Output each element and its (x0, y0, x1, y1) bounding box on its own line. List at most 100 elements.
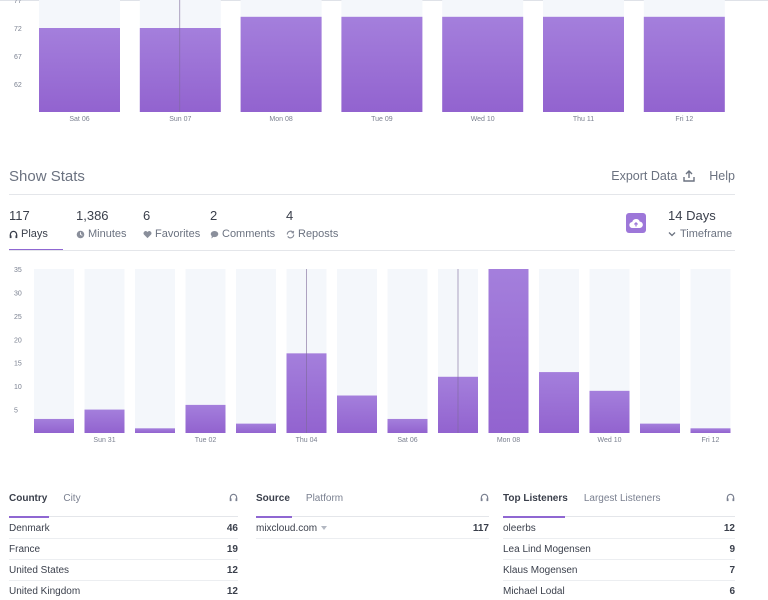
table-row: United States 12 (9, 560, 238, 581)
tab-top-listeners[interactable]: Top Listeners (503, 493, 568, 504)
bar[interactable] (139, 28, 221, 112)
metric-comments[interactable]: 2 Comments (210, 208, 275, 240)
y-tick-label: 10 (14, 384, 22, 391)
row-value: 46 (226, 522, 238, 534)
panel-divider (503, 516, 735, 517)
export-data-label: Export Data (611, 169, 678, 183)
headphones-icon (480, 493, 489, 502)
table-row: Klaus Mogensen 7 (503, 560, 735, 581)
bar-background (387, 269, 428, 433)
x-tick-label: Wed 10 (598, 437, 622, 444)
bar[interactable] (387, 418, 428, 433)
panel-divider (9, 516, 238, 517)
metric-label: Plays (21, 228, 48, 240)
table-row: oleerbs 12 (503, 518, 735, 539)
metric-plays[interactable]: 117 Plays (9, 208, 48, 240)
top-bar-chart: 62 67 72 77 Sat 06 Sun 07 Mon 08 Tue 09 Wed 10 Th… (14, 0, 725, 123)
tab-platform[interactable]: Platform (305, 493, 344, 504)
upload-button[interactable] (626, 213, 646, 233)
y-tick-label: 20 (14, 337, 22, 344)
bar[interactable] (240, 16, 322, 112)
x-tick-label: Fri 12 (675, 116, 693, 123)
bar-background (690, 269, 731, 433)
row-name: United States (9, 564, 70, 576)
y-tick-label: 62 (14, 82, 22, 89)
plays-bar-chart: 5 10 15 20 25 30 35 Sun 31 Tue 02 Thu 04 Sat 06 Mon… (14, 267, 731, 444)
metric-value: 117 (9, 208, 30, 223)
bar[interactable] (337, 395, 377, 433)
bar[interactable] (34, 418, 74, 433)
country-panel: Country City Denmark 46 France 19 United S… (9, 488, 238, 597)
metric-label: Reposts (298, 228, 339, 240)
bar-background (640, 269, 680, 433)
metric-favorites[interactable]: 6 Favorites (143, 208, 200, 240)
source-expand[interactable]: mixcloud.com (256, 523, 328, 534)
comment-icon (210, 230, 219, 239)
bar-background (34, 269, 74, 433)
header-divider (9, 194, 735, 195)
row-value: 7 (729, 564, 735, 576)
row-name[interactable]: Michael Lodal (503, 585, 565, 597)
headphones-icon (726, 493, 735, 502)
table-row: Denmark 46 (9, 518, 238, 539)
row-value: 12 (226, 564, 238, 576)
bar[interactable] (589, 390, 630, 433)
x-tick-label: Thu 11 (573, 116, 594, 123)
bar[interactable] (84, 409, 125, 433)
source-panel: Source Platform mixcloud.com 117 (256, 488, 489, 539)
metric-value: 2 (210, 208, 218, 223)
x-tick-label: Wed 10 (471, 116, 495, 123)
tab-city[interactable]: City (63, 493, 81, 504)
bar[interactable] (39, 28, 120, 112)
bar[interactable] (135, 428, 175, 433)
metric-label: Minutes (88, 228, 127, 240)
table-row: Lea Lind Mogensen 9 (503, 539, 735, 560)
timeframe-dropdown[interactable]: 14 Days Timeframe (668, 208, 732, 240)
row-name: mixcloud.com (256, 522, 318, 534)
metric-reposts[interactable]: 4 Reposts (286, 208, 338, 240)
bar[interactable] (442, 16, 524, 112)
bar[interactable] (236, 423, 276, 433)
row-name: France (9, 543, 41, 555)
row-name: United Kingdom (9, 585, 81, 597)
help-link[interactable]: Help (709, 169, 735, 183)
page-title: Show Stats (9, 168, 85, 185)
tab-source[interactable]: Source (256, 493, 290, 504)
x-tick-label: Sun 07 (169, 116, 191, 123)
bar-background (135, 269, 175, 433)
y-tick-label: 5 (14, 408, 18, 415)
metric-minutes[interactable]: 1,386 Minutes (76, 208, 127, 240)
metric-label: Favorites (155, 228, 201, 240)
row-name[interactable]: Lea Lind Mogensen (503, 543, 591, 555)
table-row: France 19 (9, 539, 238, 560)
bar[interactable] (543, 16, 624, 112)
active-tab-indicator (9, 516, 49, 518)
y-tick-label: 25 (14, 314, 22, 321)
bar[interactable] (539, 372, 579, 433)
metric-label: Comments (222, 228, 276, 240)
x-tick-label: Mon 08 (497, 437, 520, 444)
bar[interactable] (640, 423, 680, 433)
bar[interactable] (341, 16, 423, 112)
bar[interactable] (488, 269, 529, 433)
row-name[interactable]: oleerbs (503, 522, 536, 534)
clock-icon (76, 230, 85, 238)
cloud-upload-icon (629, 218, 643, 228)
row-value: 9 (729, 543, 735, 555)
export-data-button[interactable]: Export Data (611, 169, 695, 183)
heart-icon (143, 230, 152, 238)
y-tick-label: 30 (14, 290, 22, 297)
active-tab-indicator (256, 516, 292, 518)
tab-country[interactable]: Country (9, 493, 48, 504)
bar[interactable] (690, 428, 731, 433)
table-row: Michael Lodal 6 (503, 581, 735, 600)
headphones-icon (9, 230, 18, 238)
bar[interactable] (185, 404, 226, 433)
bar[interactable] (643, 16, 725, 112)
caret-down-icon (321, 526, 328, 530)
row-name[interactable]: Klaus Mogensen (503, 564, 578, 576)
table-row: mixcloud.com 117 (256, 518, 489, 539)
tab-largest-listeners[interactable]: Largest Listeners (583, 493, 661, 504)
x-tick-label: Tue 09 (371, 116, 393, 123)
x-tick-label: Thu 04 (296, 437, 318, 444)
